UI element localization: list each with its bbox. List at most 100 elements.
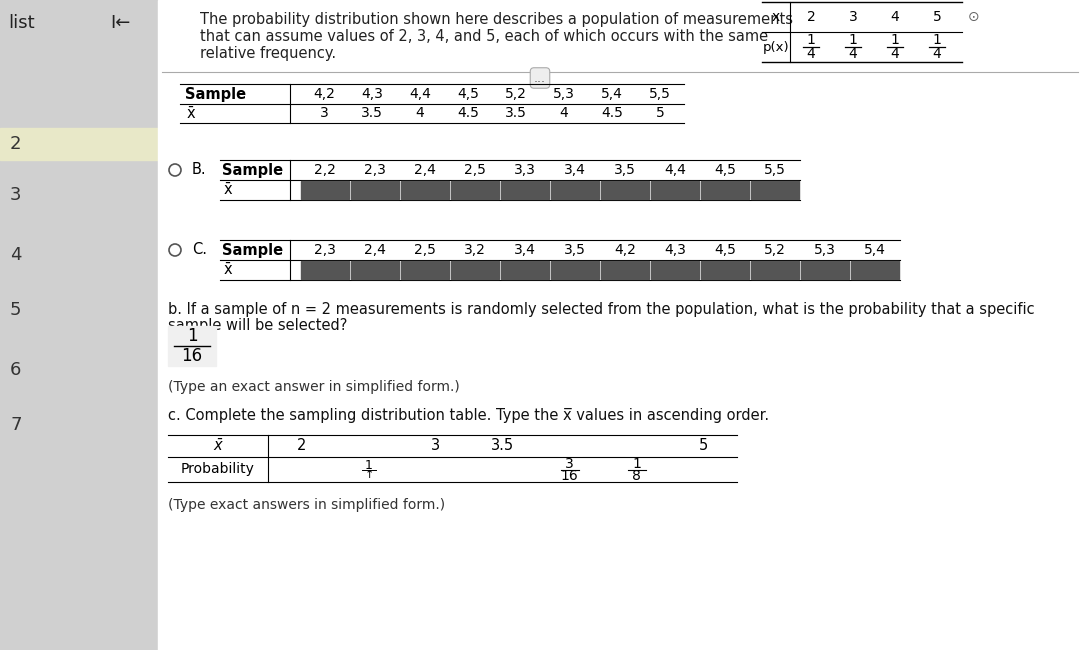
Text: 3.5: 3.5 xyxy=(491,439,514,454)
Text: 5,5: 5,5 xyxy=(764,163,786,177)
Text: 3: 3 xyxy=(848,10,857,24)
Text: 2,5: 2,5 xyxy=(414,243,436,257)
Text: B.: B. xyxy=(192,162,207,177)
Text: 5,4: 5,4 xyxy=(865,243,886,257)
Text: b. If a sample of n = 2 measurements is randomly selected from the population, w: b. If a sample of n = 2 measurements is … xyxy=(168,302,1034,317)
Text: 4,4: 4,4 xyxy=(664,163,686,177)
Text: 6: 6 xyxy=(10,361,22,379)
Bar xyxy=(501,181,549,199)
Text: 4: 4 xyxy=(806,47,816,61)
Bar xyxy=(168,326,216,366)
Text: 5: 5 xyxy=(699,439,708,454)
Text: 4,3: 4,3 xyxy=(361,87,383,101)
Text: 2,3: 2,3 xyxy=(364,163,386,177)
Bar xyxy=(751,181,799,199)
Circle shape xyxy=(169,244,181,256)
Bar xyxy=(158,0,1082,650)
Text: 2,5: 2,5 xyxy=(464,163,486,177)
Text: 5,2: 5,2 xyxy=(764,243,786,257)
Text: that can assume values of 2, 3, 4, and 5, each of which occurs with the same: that can assume values of 2, 3, 4, and 5… xyxy=(200,29,768,44)
Text: C.: C. xyxy=(192,242,207,257)
Text: 5: 5 xyxy=(10,301,22,319)
Text: 3: 3 xyxy=(319,106,328,120)
Text: 4: 4 xyxy=(933,47,941,61)
Text: 3,5: 3,5 xyxy=(564,243,586,257)
Bar xyxy=(356,437,381,455)
Text: 3: 3 xyxy=(10,186,22,204)
Text: (Type an exact answer in simplified form.): (Type an exact answer in simplified form… xyxy=(168,380,460,394)
Text: 4: 4 xyxy=(559,106,568,120)
Text: 5,5: 5,5 xyxy=(649,87,671,101)
Text: 3,4: 3,4 xyxy=(514,243,536,257)
Text: 16: 16 xyxy=(560,469,579,482)
Text: 1: 1 xyxy=(806,33,816,47)
Text: 4.5: 4.5 xyxy=(602,106,623,120)
Text: 5,2: 5,2 xyxy=(505,87,527,101)
Text: 3,5: 3,5 xyxy=(615,163,636,177)
Text: 4,2: 4,2 xyxy=(615,243,636,257)
Text: sample will be selected?: sample will be selected? xyxy=(168,318,347,333)
Text: 5,3: 5,3 xyxy=(814,243,836,257)
Bar xyxy=(301,261,349,279)
Text: 3.5: 3.5 xyxy=(505,106,527,120)
Text: 2: 2 xyxy=(806,10,816,24)
Text: x̄: x̄ xyxy=(213,439,222,454)
Bar xyxy=(551,261,599,279)
Text: The probability distribution shown here describes a population of measurements: The probability distribution shown here … xyxy=(200,12,793,27)
Text: Sample: Sample xyxy=(185,86,246,101)
Text: 2,3: 2,3 xyxy=(314,243,335,257)
Bar xyxy=(651,261,699,279)
Text: list: list xyxy=(8,14,35,32)
Bar xyxy=(557,437,581,455)
Text: 4: 4 xyxy=(10,246,22,264)
Text: x̄: x̄ xyxy=(224,263,233,278)
Bar xyxy=(551,181,599,199)
Bar xyxy=(423,460,448,478)
Text: 3,3: 3,3 xyxy=(514,163,536,177)
Text: 5: 5 xyxy=(933,10,941,24)
Bar xyxy=(601,261,649,279)
Bar xyxy=(651,181,699,199)
Text: 4: 4 xyxy=(848,47,857,61)
Text: 5: 5 xyxy=(656,106,664,120)
Bar xyxy=(801,261,849,279)
Text: 3: 3 xyxy=(565,458,573,471)
Text: 1: 1 xyxy=(848,33,857,47)
Text: 1: 1 xyxy=(365,459,372,472)
Bar xyxy=(351,261,399,279)
Text: Sample: Sample xyxy=(222,162,283,177)
Text: 3: 3 xyxy=(431,439,440,454)
Text: Probability: Probability xyxy=(181,463,255,476)
Bar xyxy=(751,261,799,279)
Bar xyxy=(0,0,158,650)
Text: 4: 4 xyxy=(890,10,899,24)
Text: 3,2: 3,2 xyxy=(464,243,486,257)
Text: 1: 1 xyxy=(933,33,941,47)
Text: ↑: ↑ xyxy=(365,469,374,480)
Bar xyxy=(490,460,515,478)
Text: x: x xyxy=(771,10,780,24)
Text: Sample: Sample xyxy=(222,242,283,257)
Text: 1: 1 xyxy=(632,458,641,471)
Bar xyxy=(691,460,715,478)
Text: 2,4: 2,4 xyxy=(414,163,436,177)
Text: 4,2: 4,2 xyxy=(313,87,335,101)
Text: 2,4: 2,4 xyxy=(364,243,386,257)
Bar xyxy=(351,181,399,199)
Bar xyxy=(701,261,749,279)
Bar xyxy=(301,181,349,199)
Text: ...: ... xyxy=(535,72,546,84)
Text: 8: 8 xyxy=(632,469,641,482)
Text: 4.5: 4.5 xyxy=(457,106,479,120)
Bar xyxy=(451,181,499,199)
Text: 1: 1 xyxy=(890,33,899,47)
Bar xyxy=(0,128,158,160)
Text: 7: 7 xyxy=(10,416,22,434)
Bar xyxy=(601,181,649,199)
Text: 2: 2 xyxy=(10,135,22,153)
Text: (Type exact answers in simplified form.): (Type exact answers in simplified form.) xyxy=(168,498,445,512)
Text: 3.5: 3.5 xyxy=(361,106,383,120)
Text: 4,5: 4,5 xyxy=(714,163,736,177)
Bar xyxy=(356,460,381,478)
Text: c. Complete the sampling distribution table. Type the x̅ values in ascending ord: c. Complete the sampling distribution ta… xyxy=(168,408,769,423)
